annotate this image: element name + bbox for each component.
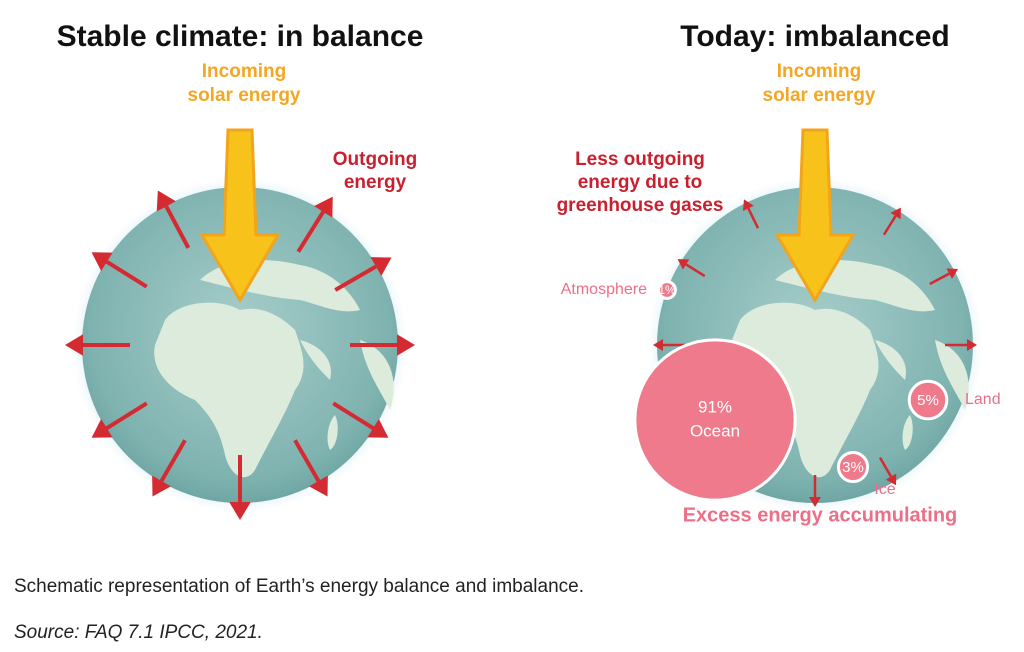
share-label: 3% — [842, 459, 864, 476]
panel-title: Today: imbalanced — [680, 20, 950, 53]
share-name: Atmosphere — [561, 281, 647, 298]
outgoing-arrow — [747, 207, 760, 229]
share-label: 1% — [658, 283, 676, 297]
share-name: Ocean — [690, 421, 740, 440]
outgoing-label: greenhouse gases — [557, 195, 724, 216]
arrow-head — [885, 473, 897, 486]
share-bubble — [657, 280, 677, 300]
diagram: Stable climate: in balance Incoming solar … — [57, 20, 1001, 526]
outgoing-arrow — [159, 439, 187, 482]
share-name: Land — [965, 391, 1001, 408]
share-bubble — [907, 379, 949, 421]
arrow-head — [967, 339, 977, 351]
panel-title: Stable climate: in balance — [57, 20, 424, 53]
arrow-head — [397, 334, 415, 356]
outgoing-arrow — [882, 215, 897, 236]
outgoing-label: energy — [344, 172, 407, 193]
arrow-head — [65, 334, 83, 356]
arrow-head — [677, 259, 690, 270]
solar-arrow — [199, 128, 856, 303]
arrow-head — [890, 207, 901, 220]
labels: Stable climate: in balance Incoming solar … — [57, 20, 958, 526]
footer-label: Excess energy accumulating — [683, 504, 958, 526]
arrow-head — [229, 502, 251, 520]
outgoing-arrow — [105, 401, 148, 430]
outgoing-arrow — [334, 264, 377, 292]
outgoing-arrow — [685, 263, 706, 278]
share-label: 91% — [698, 397, 732, 416]
share-name: Ice — [874, 481, 895, 498]
arrow-head — [314, 196, 333, 218]
bubbles: 1% Atmosphere 91% Ocean 5% Land 3% Ice — [561, 280, 1001, 502]
arrows — [65, 190, 977, 520]
arrow-head — [946, 268, 959, 279]
arrow-head — [152, 475, 171, 497]
share-bubble — [633, 338, 797, 502]
arrow-head — [91, 252, 113, 271]
outgoing-arrow — [929, 272, 950, 286]
share-label: 5% — [917, 392, 939, 409]
share-bubble — [836, 450, 870, 484]
outgoing-arrow — [878, 456, 893, 478]
left-globe — [72, 177, 408, 513]
outgoing-label: Outgoing — [333, 149, 417, 170]
arrow-head — [367, 419, 389, 438]
incoming-label: solar energy — [188, 85, 301, 106]
arrow-head — [309, 475, 328, 497]
outgoing-arrow — [293, 439, 321, 482]
arrow-head — [809, 497, 821, 507]
caption: Schematic representation of Earth’s ener… — [14, 576, 584, 597]
outgoing-arrow — [105, 260, 148, 289]
incoming-label: Incoming — [202, 61, 286, 82]
source: Source: FAQ 7.1 IPCC, 2021. — [14, 622, 263, 643]
incoming-label: solar energy — [763, 85, 876, 106]
outgoing-arrow — [332, 401, 375, 430]
incoming-label: Incoming — [777, 61, 861, 82]
arrow-head — [91, 419, 113, 438]
outgoing-label: energy due to — [578, 172, 703, 193]
arrow-head — [370, 257, 392, 276]
arrow-head — [742, 199, 754, 212]
outgoing-label: Less outgoing — [575, 149, 705, 170]
arrow-head — [156, 190, 176, 212]
outgoing-arrow — [164, 205, 191, 249]
outgoing-arrow — [296, 210, 325, 253]
arrow-head — [653, 339, 663, 351]
